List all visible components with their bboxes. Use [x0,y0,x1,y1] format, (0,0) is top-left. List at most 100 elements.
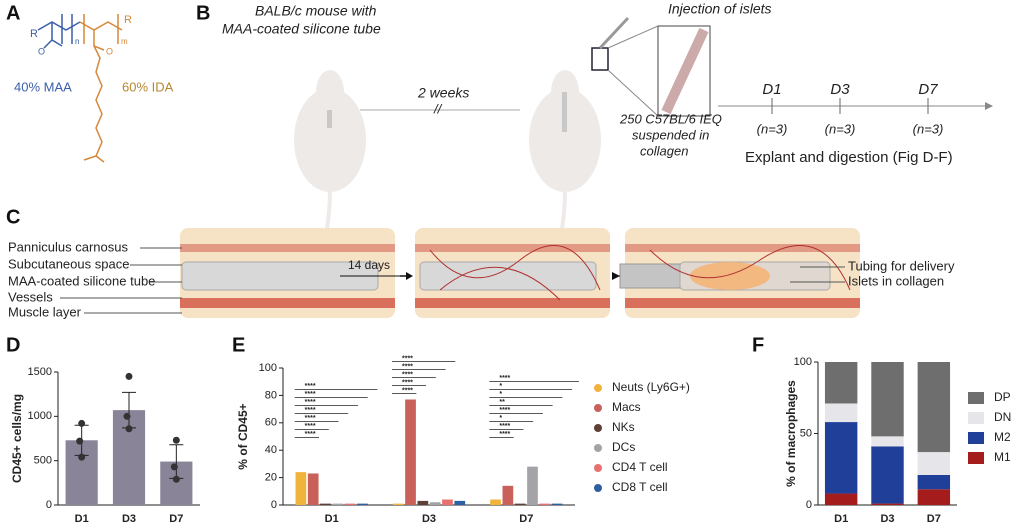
injection-label: Injection of islets [668,1,772,17]
mouse-illustration [294,70,601,241]
data-point [170,463,178,471]
bar [490,499,501,505]
panel-letter: D [6,334,20,356]
significance-label: **** [499,431,510,438]
timeline-n: (n=3) [757,121,788,136]
significance-label: * [499,391,502,398]
y-tick-label: 100 [259,362,277,374]
legend-label: M2 [994,430,1011,444]
c-label: MAA-coated silicone tube [8,273,155,288]
legend-swatch [594,444,602,452]
y-tick-label: 0 [806,499,812,511]
legend-swatch [968,432,984,444]
x-tick-label: D3 [122,513,136,525]
y-tick-label: 1000 [28,410,52,422]
data-point [78,453,86,461]
data-point [125,372,133,380]
bar-segment [824,493,858,505]
bar [307,473,319,505]
y-tick-label: 0 [271,499,277,511]
structure-label: R [30,28,38,40]
data-point [172,475,180,483]
c-interval: 14 days [348,258,390,272]
bar [392,503,404,505]
chemical-structure [37,14,123,163]
injection-illustration [591,16,711,117]
bar [539,503,551,505]
panel-letter: B [196,2,210,24]
significance-label: **** [402,363,413,370]
x-tick-label: D3 [422,513,436,525]
bar-segment [871,446,904,504]
bar [417,500,429,505]
significance-label: **** [305,383,316,390]
structure-label: O [38,46,45,56]
bar-segment [917,362,951,453]
bar-segment [917,489,951,505]
y-tick-label: 60 [265,417,277,429]
bar-segment [824,362,858,404]
bar [295,472,307,505]
c-label: Muscle layer [8,304,82,319]
panel-letter: E [232,334,245,356]
y-tick-label: 100 [794,356,812,368]
bar [454,500,466,505]
legend-swatch [968,412,984,424]
bar [527,466,538,505]
dose: 250 C57BL/6 IEQ [619,111,722,126]
timeline-arrow [985,102,993,110]
significance-label: **** [499,407,510,414]
bar-segment [871,503,904,505]
data-point [78,419,86,427]
legend-label: DN [994,410,1011,424]
legend-swatch [968,392,984,404]
bar [551,503,563,505]
legend-label: CD8 T cell [612,480,668,494]
bar [405,399,416,505]
legend-label: NKs [612,420,635,434]
y-axis-label: % of CD45+ [236,403,250,469]
dose: suspended in [632,127,709,142]
bar [514,503,526,505]
timeline-n: (n=3) [913,121,944,136]
panel-letter: F [752,334,764,356]
bar-segment [871,362,904,437]
significance-label: * [499,383,502,390]
timeline-day: D3 [830,81,850,98]
structure-label: O [106,46,113,56]
y-tick-label: 80 [265,389,277,401]
data-point [125,425,133,433]
significance-label: **** [305,391,316,398]
timeline-n: (n=3) [825,121,856,136]
legend-label: DP [994,390,1011,404]
bar [429,502,441,505]
x-tick-label: D1 [834,513,848,525]
bar-segment [917,474,951,490]
legend-label: M1 [994,450,1011,464]
bar-segment [824,422,858,494]
y-tick-label: 500 [34,455,52,467]
c-label: Subcutaneous space [8,256,129,271]
interval: 2 weeks [417,85,469,101]
timeline-day: D1 [762,81,781,98]
data-point [172,436,180,444]
significance-label: **** [305,423,316,430]
legend-swatch [594,464,602,472]
c-label: Panniculus carnosus [8,239,128,254]
x-tick-label: D3 [880,513,894,525]
legend-label: DCs [612,440,635,454]
b-title: BALB/c mouse with [255,3,377,19]
bar-segment [871,436,904,447]
bar [502,485,514,505]
x-tick-label: D7 [519,513,533,525]
y-tick-label: 50 [800,427,812,439]
significance-label: **** [305,407,316,414]
b-title: MAA-coated silicone tube [222,21,381,37]
x-tick-label: D7 [927,513,941,525]
legend-swatch [594,404,602,412]
data-point [76,437,84,445]
significance-label: **** [499,375,510,382]
bar-segment [824,403,858,423]
dose: collagen [640,143,688,158]
